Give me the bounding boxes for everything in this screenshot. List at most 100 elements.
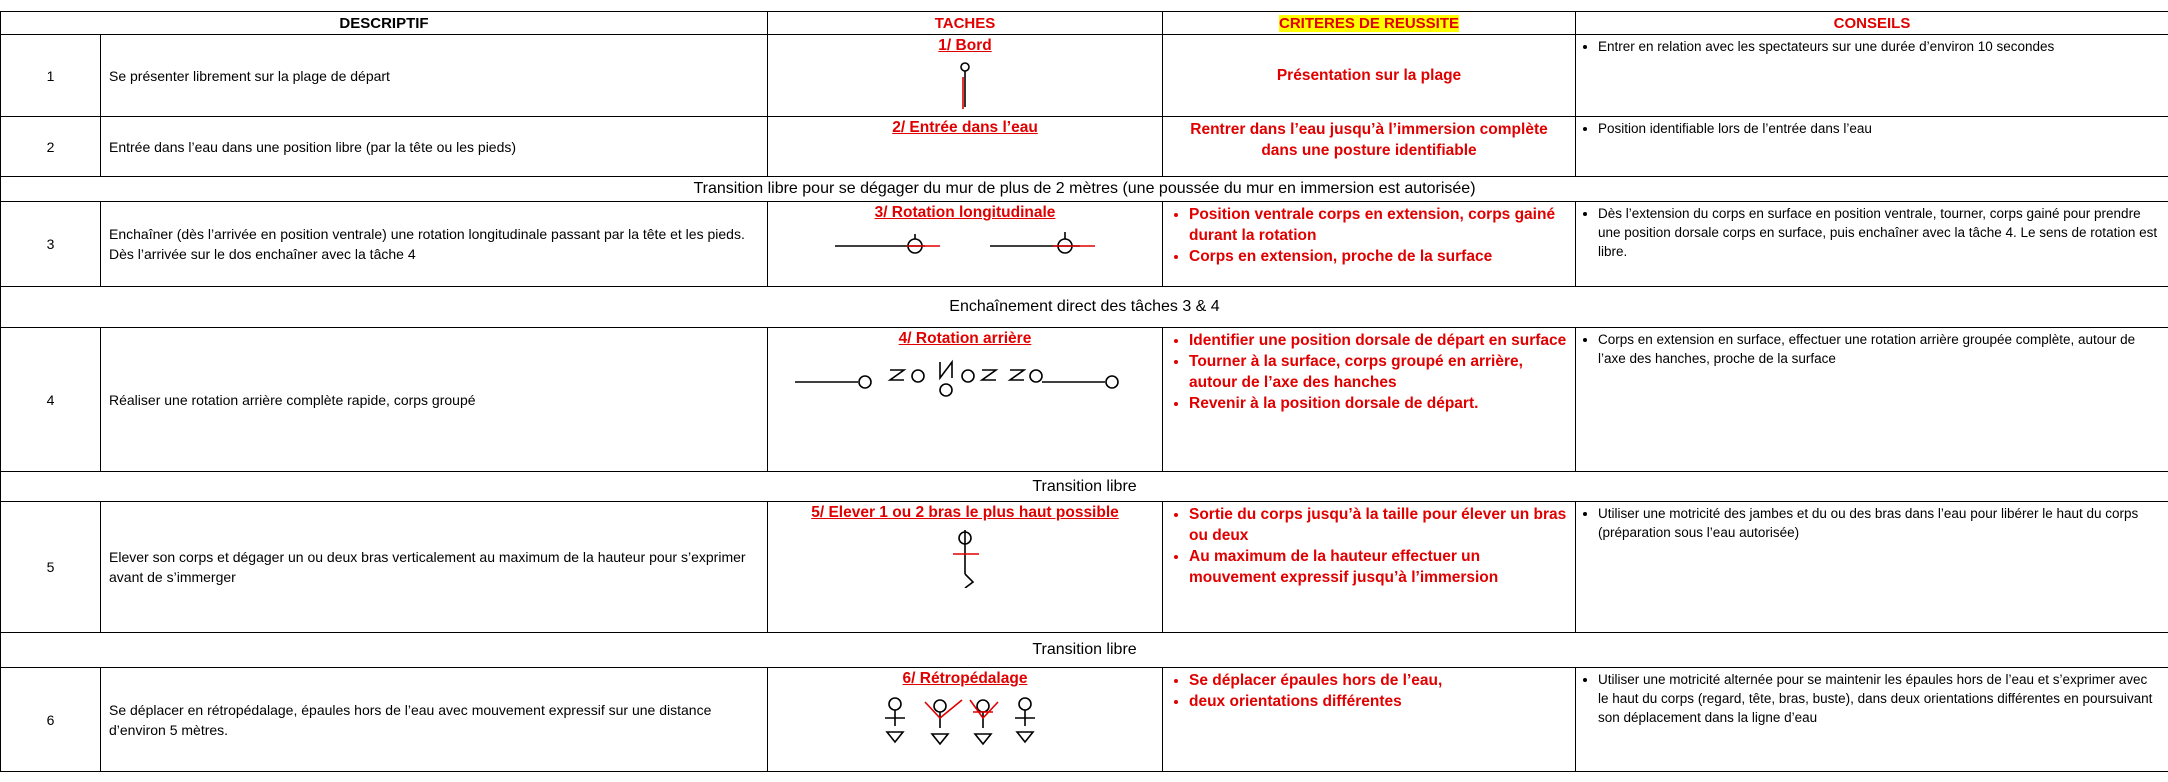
table-head: DESCRIPTIF TACHES CRITERES DE REUSSITE C…: [0, 11, 2168, 35]
activity-table: DESCRIPTIF TACHES CRITERES DE REUSSITE C…: [0, 11, 2168, 772]
task-cell: 4/ Rotation arrière: [767, 327, 1163, 472]
task-row: 6 Se déplacer en rétropédalage, épaules h…: [0, 667, 2168, 772]
task-figure: [795, 359, 1119, 397]
figure-stroke: [976, 699, 990, 713]
advice-list: Entrer en relation avec les spectateurs …: [1584, 37, 2160, 56]
task-row: 4 Réaliser une rotation arrière complète …: [0, 327, 2168, 472]
figure-stroke: [885, 710, 905, 744]
advice: Utiliser une motricité alternée pour se …: [1598, 670, 2160, 727]
criterion: Tourner à la surface, corps groupé en ar…: [1189, 351, 1567, 393]
advice: Dès l’extension du corps en surface en p…: [1598, 204, 2160, 261]
description: Enchaîner (dès l’arrivée en position ven…: [100, 201, 768, 287]
task-cell: 6/ Rétropédalage: [767, 667, 1163, 772]
row-number: 2: [0, 116, 101, 177]
row-number: 4: [0, 327, 101, 472]
criteria-cell: Sortie du corps jusqu’à la taille pour é…: [1162, 501, 1576, 633]
task-row: 2 Entrée dans l’eau dans une position lib…: [0, 116, 2168, 177]
figure-stroke: [961, 369, 975, 383]
figure-stroke: [964, 573, 975, 588]
advice-list: Corps en extension en surface, effectuer…: [1584, 330, 2160, 368]
criterion: Présentation sur la plage: [1276, 67, 1462, 84]
criteria-cell: Position ventrale corps en extension, co…: [1162, 201, 1576, 287]
task-figure: [835, 232, 1095, 254]
transition-row: Transition libre: [0, 471, 2168, 502]
task-row: 1 Se présenter librement sur la plage de …: [0, 34, 2168, 117]
advice-list: Position identifiable lors de l’entrée d…: [1584, 119, 2160, 138]
description: Réaliser une rotation arrière complète r…: [100, 327, 768, 472]
header-cell: DESCRIPTIF: [0, 11, 768, 35]
header-cell: CONSEILS: [1575, 11, 2168, 35]
description: Se déplacer en rétropédalage, épaules ho…: [100, 667, 768, 772]
criteria-list: Sortie du corps jusqu’à la taille pour é…: [1171, 504, 1567, 588]
row-number: 6: [0, 667, 101, 772]
figure-stroke: [1007, 369, 1027, 381]
criterion: Sortie du corps jusqu’à la taille pour é…: [1189, 504, 1567, 546]
task-row: 5 Elever son corps et dégager un ou deux …: [0, 501, 2168, 633]
advice: Utiliser une motricité des jambes et du …: [1598, 504, 2160, 542]
task-title: 4/ Rotation arrière: [898, 330, 1032, 347]
criteria-list: Identifier une position dorsale de dépar…: [1171, 330, 1567, 414]
advice-list: Dès l’extension du corps en surface en p…: [1584, 204, 2160, 261]
task-title: 5/ Elever 1 ou 2 bras le plus haut possi…: [811, 504, 1119, 521]
task-cell: 5/ Elever 1 ou 2 bras le plus haut possi…: [767, 501, 1163, 633]
criteria-cell: Rentrer dans l’eau jusqu’à l’immersion c…: [1162, 116, 1576, 177]
figure-stroke: [1029, 369, 1043, 383]
criteria-cell: Se déplacer épaules hors de l’eau,deux o…: [1162, 667, 1576, 772]
criteria-cell: Présentation sur la plage: [1162, 34, 1576, 117]
task-cell: 1/ Bord: [767, 34, 1163, 117]
figure-stroke: [858, 375, 872, 389]
advice-cell: Entrer en relation avec les spectateurs …: [1575, 34, 2168, 117]
transition-row: Transition libre pour se dégager du mur …: [0, 176, 2168, 202]
task-title: 3/ Rotation longitudinale: [874, 204, 1056, 221]
header-cell: CRITERES DE REUSSITE: [1162, 11, 1576, 35]
header-highlight: CRITERES DE REUSSITE: [1278, 14, 1460, 32]
advice-cell: Utiliser une motricité alternée pour se …: [1575, 667, 2168, 772]
figure-stroke: [930, 712, 950, 746]
task-title: 1/ Bord: [938, 37, 992, 54]
description: Elever son corps et dégager un ou deux b…: [100, 501, 768, 633]
figure-stroke: [979, 369, 999, 381]
figure-stroke: [885, 697, 1035, 746]
criterion: Position ventrale corps en extension, co…: [1189, 204, 1567, 246]
advice: Position identifiable lors de l’entrée d…: [1598, 119, 2160, 138]
task-title: 2/ Entrée dans l’eau: [892, 119, 1038, 136]
advice-cell: Corps en extension en surface, effectuer…: [1575, 327, 2168, 472]
transition-cell: Transition libre pour se dégager du mur …: [0, 176, 2168, 202]
criteria-list: Position ventrale corps en extension, co…: [1171, 204, 1567, 267]
advice: Entrer en relation avec les spectateurs …: [1598, 37, 2160, 56]
criterion: Au maximum de la hauteur effectuer un mo…: [1189, 546, 1567, 588]
advice-cell: Utiliser une motricité des jambes et du …: [1575, 501, 2168, 633]
row-number: 3: [0, 201, 101, 287]
transition-cell: Enchaînement direct des tâches 3 & 4: [0, 286, 2168, 328]
figure-stroke: [911, 369, 925, 383]
figure-stroke: [933, 699, 947, 713]
row-number: 5: [0, 501, 101, 633]
task-row: 3 Enchaîner (dès l’arrivée en position ve…: [0, 201, 2168, 287]
transition-cell: Transition libre: [0, 471, 2168, 502]
advice: Corps en extension en surface, effectuer…: [1598, 330, 2160, 368]
description: Se présenter librement sur la plage de d…: [100, 34, 768, 117]
figure-stroke: [924, 699, 999, 720]
figure-stroke: [973, 712, 993, 746]
figure-stroke: [939, 383, 953, 397]
criterion: Corps en extension, proche de la surface: [1189, 246, 1567, 267]
figure-stroke: [960, 62, 970, 72]
criteria-list: Se déplacer épaules hors de l’eau,deux o…: [1171, 670, 1567, 712]
task-figure: [960, 62, 970, 109]
criterion: Identifier une position dorsale de dépar…: [1189, 330, 1567, 351]
task-figure: [885, 697, 1035, 746]
advice-cell: Dès l’extension du corps en surface en p…: [1575, 201, 2168, 287]
advice-list: Utiliser une motricité des jambes et du …: [1584, 504, 2160, 542]
transition-row: Transition libre: [0, 632, 2168, 668]
task-cell: 3/ Rotation longitudinale: [767, 201, 1163, 287]
figure-stroke: [1015, 710, 1035, 744]
task-title: 6/ Rétropédalage: [902, 670, 1028, 687]
task-figure: [953, 530, 979, 588]
task-cell: 2/ Entrée dans l’eau: [767, 116, 1163, 177]
header-cell: TACHES: [767, 11, 1163, 35]
header-row: DESCRIPTIF TACHES CRITERES DE REUSSITE C…: [0, 11, 2168, 35]
advice-cell: Position identifiable lors de l’entrée d…: [1575, 116, 2168, 177]
row-number: 1: [0, 34, 101, 117]
